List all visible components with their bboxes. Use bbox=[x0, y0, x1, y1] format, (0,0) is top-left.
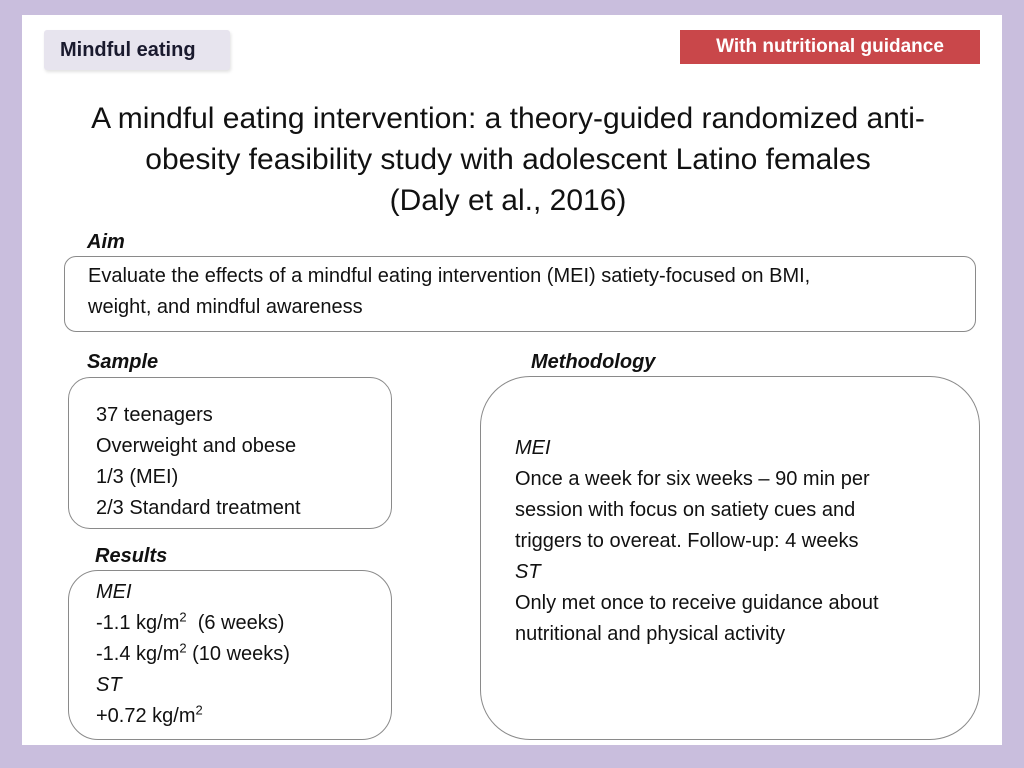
aim-box: Evaluate the effects of a mindful eating… bbox=[64, 256, 976, 332]
methodology-st-line: Only met once to receive guidance about bbox=[515, 592, 879, 614]
aim-text-line-2: weight, and mindful awareness bbox=[88, 296, 363, 318]
methodology-st-line: nutritional and physical activity bbox=[515, 623, 786, 645]
sample-item: 37 teenagers bbox=[96, 404, 213, 426]
title-line-2: obesity feasibility study with adolescen… bbox=[145, 143, 871, 176]
results-mei-heading: MEI bbox=[96, 581, 132, 603]
methodology-mei-line: triggers to overeat. Follow-up: 4 weeks bbox=[515, 530, 859, 552]
results-st-heading: ST bbox=[96, 674, 122, 696]
aim-label: Aim bbox=[87, 231, 125, 253]
sample-label: Sample bbox=[87, 351, 159, 373]
title-line-3: (Daly et al., 2016) bbox=[389, 184, 627, 217]
results-mei-row-2: -1.4 kg/m2 (10 weeks) bbox=[96, 640, 290, 665]
results-mei-row-1: -1.1 kg/m2 (6 weeks) bbox=[96, 609, 285, 634]
topic-tag: Mindful eating bbox=[44, 30, 230, 70]
methodology-mei-heading: MEI bbox=[515, 437, 551, 459]
sample-box: 37 teenagers Overweight and obese 1/3 (M… bbox=[68, 377, 392, 529]
methodology-box: MEI Once a week for six weeks – 90 min p… bbox=[480, 376, 980, 740]
sample-item: 2/3 Standard treatment bbox=[96, 497, 301, 519]
methodology-mei-line: Once a week for six weeks – 90 min per bbox=[515, 468, 870, 490]
title-line-1: A mindful eating intervention: a theory-… bbox=[91, 102, 925, 135]
category-tag: With nutritional guidance bbox=[680, 30, 980, 64]
results-box: MEI -1.1 kg/m2 (6 weeks) -1.4 kg/m2 (10 … bbox=[68, 570, 392, 740]
results-st-row: +0.72 kg/m2 bbox=[96, 702, 203, 727]
aim-text-line-1: Evaluate the effects of a mindful eating… bbox=[88, 265, 811, 287]
sample-item: Overweight and obese bbox=[96, 435, 297, 457]
methodology-st-heading: ST bbox=[515, 561, 541, 583]
methodology-mei-line: session with focus on satiety cues and bbox=[515, 499, 856, 521]
methodology-label: Methodology bbox=[531, 351, 656, 373]
sample-item: 1/3 (MEI) bbox=[96, 466, 179, 488]
results-label: Results bbox=[95, 545, 168, 567]
slide-title: A mindful eating intervention: a theory-… bbox=[50, 98, 966, 221]
